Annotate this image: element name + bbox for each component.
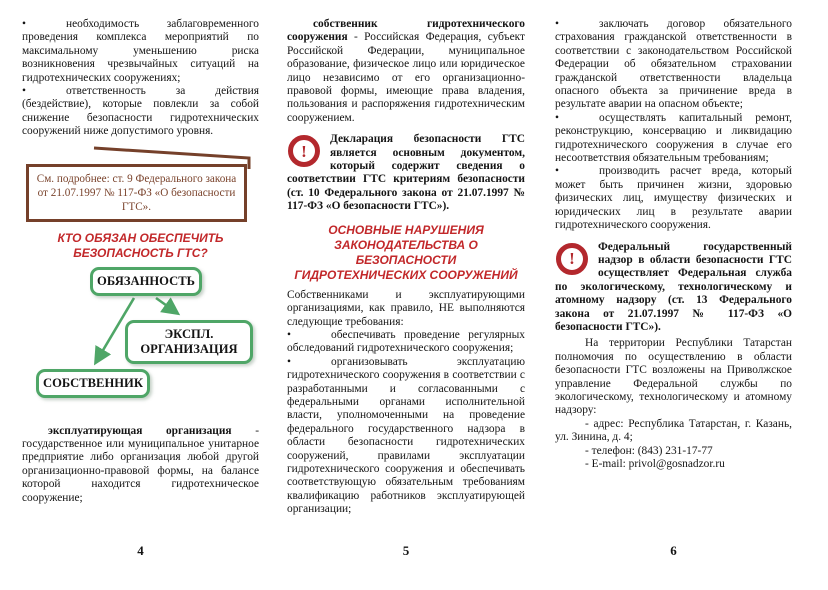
page-number-5: 5 [402,543,410,558]
bullet-text: заключать договор обязательного страхова… [555,18,792,111]
bullet-icon: • [555,111,559,124]
callout-note: См. подробнее: ст. 9 Федерального закона… [22,144,259,222]
tatarstan-authority-paragraph: На территории Республики Татарстан полно… [555,337,792,417]
definition-term: собственник гидротехнического сооружения [287,18,525,44]
brochure-page-4: • необходимость заблаговременного проведе… [22,18,259,578]
requirement-bullet-3: • производить расчет вреда, который может… [555,165,792,232]
bullet-text: обеспечивать проведение регулярных обсле… [287,328,525,355]
exclamation-icon: ! [288,135,320,168]
callout-box: См. подробнее: ст. 9 Федерального закона… [26,163,247,222]
brochure-page-5: собственник гидротехнического сооружения… [287,18,525,578]
callout-tail-line [93,146,251,169]
bullet-icon: • [555,165,559,178]
federal-supervision-text: Федеральный государственный надзор в обл… [555,240,792,333]
section-heading-who-must-ensure: КТО ОБЯЗАН ОБЕСПЕЧИТЬ БЕЗОПАСНОСТЬ ГТС? [57,230,224,260]
duty-bullet-1: • необходимость заблаговременного проведе… [22,18,259,85]
bullet-icon: • [555,18,559,30]
bullet-text: ответственность за действия (бездействие… [22,85,259,138]
duty-bullet-2: • ответственность за действия (бездействи… [22,85,259,139]
exclamation-icon: ! [556,242,588,275]
operating-org-definition: эксплуатирующая организация - государств… [22,425,259,505]
violation-bullet-1: • обеспечивать проведение регулярных обсл… [287,329,525,356]
definition-body: - Российская Федерация, субъект Российск… [287,31,525,124]
requirement-bullet-2: • осуществлять капитальный ремонт, реконс… [555,112,792,166]
diagram-arrows [94,296,181,366]
bullet-icon: • [22,18,26,30]
page-number-6: 6 [670,543,677,558]
declaration-text: Декларация безопасности ГТС является осн… [287,133,525,213]
bullet-text: осуществлять капитальный ремонт, реконст… [555,111,792,165]
owner-definition: собственник гидротехнического сооружения… [287,18,525,125]
definition-body: - государственное или муниципальное унит… [22,424,259,504]
brochure-page-6: • заключать договор обязательного страхов… [555,18,792,578]
bullet-icon: • [287,355,291,368]
bullet-icon: • [22,85,26,98]
violations-intro: Собственниками и эксплуатирующими органи… [287,288,525,328]
definition-term: эксплуатирующая организация [48,424,232,437]
contact-phone: - телефон: (843) 231-17-77 [585,444,713,457]
callout-text: См. подробнее: ст. 9 Федерального закона… [36,172,237,213]
diagram-box-owner: СОБСТВЕННИК [36,368,150,398]
contact-address: - адрес: Республика Татарстан, г. Казань… [555,417,792,444]
bullet-text: необходимость заблаговременного проведен… [22,18,259,84]
responsibility-diagram: ОБЯЗАННОСТЬ ЭКСПЛ. ОРГАНИЗАЦИЯ СОБСТВЕНН… [22,266,259,419]
diagram-box-obligation: ОБЯЗАННОСТЬ [90,266,202,296]
diagram-box-operating-org: ЭКСПЛ. ОРГАНИЗАЦИЯ [125,319,253,364]
bullet-text: организовывать эксплуатацию гидротехниче… [287,355,525,516]
section-heading-main-violations: ОСНОВНЫЕ НАРУШЕНИЯ ЗАКОНОДАТЕЛЬСТВА О БЕ… [294,222,518,282]
declaration-alert: ! Декларация безопасности ГТС является о… [287,133,525,213]
contact-email: - E-mail: privol@gosnadzor.ru [585,458,725,470]
bullet-icon: • [287,328,291,341]
page-number-4: 4 [137,543,144,558]
federal-supervision-alert: ! Федеральный государственный надзор в о… [555,241,792,335]
bullet-text: производить расчет вреда, который может … [555,165,792,232]
requirement-bullet-1: • заключать договор обязательного страхов… [555,18,792,112]
violation-bullet-2: • организовывать эксплуатацию гидротехнич… [287,356,525,517]
